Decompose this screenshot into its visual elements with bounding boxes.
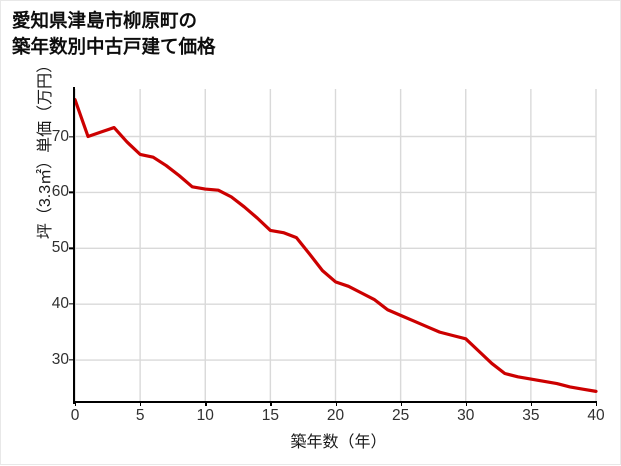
y-tick-label: 40 [51,295,69,313]
x-tick-label: 15 [261,407,279,424]
x-tick-mark [270,402,272,406]
chart-title: 愛知県津島市柳原町の 築年数別中古戸建て価格 [12,10,216,58]
price-line-series [73,98,598,393]
x-axis-title: 築年数（年） [1,428,621,452]
y-axis-spine [73,87,76,404]
y-tick-mark [69,247,73,249]
x-tick-label: 25 [392,407,410,424]
grid-lines [74,89,597,402]
x-tick-label: 35 [522,407,540,424]
x-tick-label: 5 [135,407,145,424]
x-tick-mark [140,402,142,406]
x-tick-mark [400,402,402,406]
plot-area [73,89,598,402]
y-tick-mark [69,303,73,305]
y-tick-mark [69,191,73,194]
x-tick-label: 40 [587,407,605,424]
y-axis-title: 坪（3.3㎡）単価（万円） [37,56,54,240]
x-tick-label: 30 [457,407,475,424]
x-tick-mark [465,402,468,406]
x-tick-mark [335,402,337,406]
y-tick-mark [69,359,73,361]
x-tick-mark [596,402,598,406]
y-axis-tick-labels: 30 40 50 60 70 [21,1,69,466]
y-tick-label: 50 [51,239,69,257]
x-tick-mark [205,402,207,406]
x-axis-spine [73,401,597,404]
x-tick-mark [530,402,533,406]
y-tick-label: 30 [51,351,69,369]
y-tick-label: 70 [51,127,69,145]
y-tick-mark [69,135,73,138]
x-tick-label: 0 [70,407,80,424]
x-tick-mark [75,402,77,406]
x-axis-title-text: 築年数（年） [290,434,387,451]
x-tick-label: 20 [326,407,345,424]
series-line [73,98,598,393]
x-tick-label: 10 [196,407,214,424]
y-tick-label: 60 [51,183,69,201]
